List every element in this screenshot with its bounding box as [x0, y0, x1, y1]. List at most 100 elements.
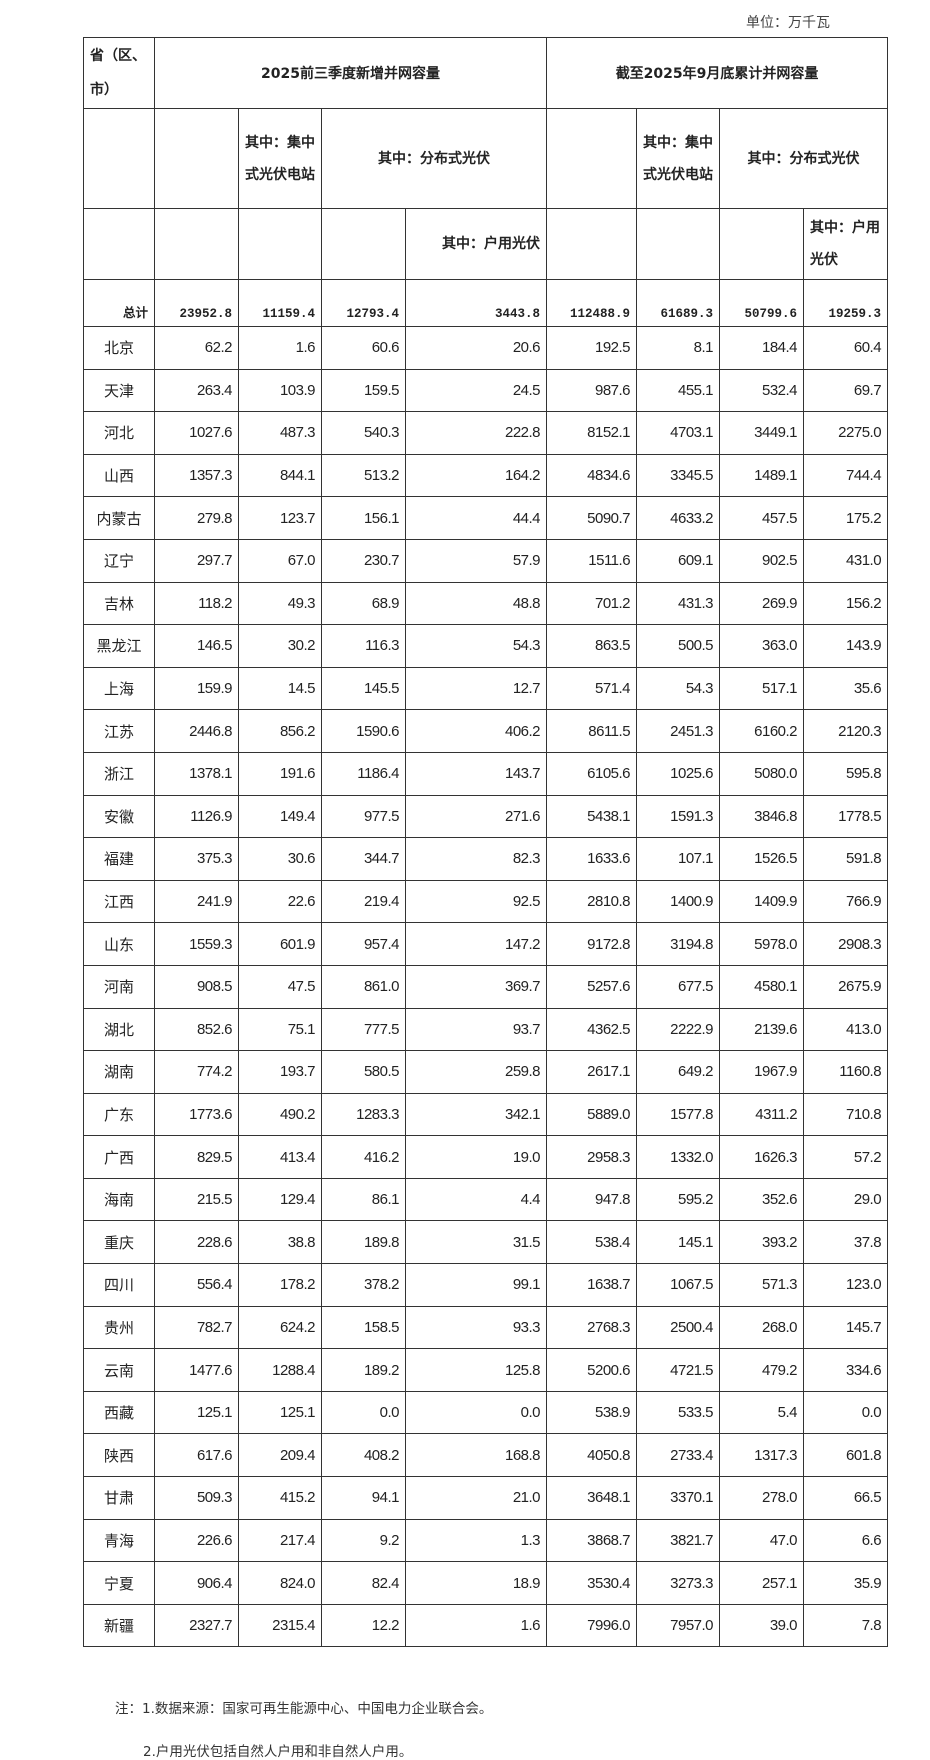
empty-cell — [546, 108, 638, 209]
capacity-value: 38.8 — [238, 1220, 322, 1265]
header-household-new: 其中：户用光伏 — [404, 208, 548, 280]
capacity-value: 538.4 — [546, 1220, 638, 1265]
table-row: 青海 226.6 217.4 9.2 1.3 3868.7 3821.7 47.0 6.6 — [83, 1518, 889, 1563]
capacity-value: 517.1 — [719, 666, 805, 711]
capacity-value: 145.7 — [803, 1305, 889, 1350]
capacity-value: 93.7 — [404, 1007, 548, 1052]
capacity-value: 455.1 — [636, 368, 721, 413]
capacity-value: 3194.8 — [636, 922, 721, 966]
capacity-value: 415.2 — [238, 1476, 322, 1520]
capacity-value: 94.1 — [321, 1476, 406, 1520]
capacity-value: 342.1 — [404, 1092, 548, 1137]
capacity-value: 5978.0 — [719, 922, 805, 966]
capacity-value: 107.1 — [636, 837, 721, 881]
capacity-value: 829.5 — [154, 1135, 239, 1179]
capacity-value: 5438.1 — [546, 794, 638, 839]
capacity-value: 744.4 — [803, 453, 889, 498]
header-cumulative-capacity: 截至2025年9月底累计并网容量 — [546, 37, 889, 109]
capacity-value: 431.0 — [803, 538, 889, 583]
capacity-value: 533.5 — [636, 1390, 721, 1435]
capacity-value: 1067.5 — [636, 1263, 721, 1307]
province-name: 陕西 — [83, 1433, 155, 1478]
capacity-value: 844.1 — [238, 453, 322, 498]
table-row: 河南 908.5 47.5 861.0 369.7 5257.6 677.5 4580.1 26… — [83, 964, 889, 1009]
table-row: 湖南 774.2 193.7 580.5 259.8 2617.1 649.2 1967.9 1… — [83, 1050, 889, 1094]
capacity-value: 279.8 — [154, 496, 239, 540]
capacity-value: 57.9 — [404, 538, 548, 583]
empty-cell — [321, 208, 406, 280]
capacity-value: 1400.9 — [636, 879, 721, 924]
capacity-value: 5.4 — [719, 1390, 805, 1435]
province-name: 湖北 — [83, 1007, 155, 1052]
capacity-value: 143.9 — [803, 624, 889, 668]
capacity-value: 175.2 — [803, 496, 889, 540]
capacity-value: 259.8 — [404, 1050, 548, 1094]
capacity-value: 93.3 — [404, 1305, 548, 1350]
capacity-value: 2908.3 — [803, 922, 889, 966]
capacity-value: 209.4 — [238, 1433, 322, 1478]
table-row: 吉林 118.2 49.3 68.9 48.8 701.2 431.3 269.9 156.2 — [83, 581, 889, 626]
capacity-value: 6160.2 — [719, 709, 805, 753]
capacity-value: 7957.0 — [636, 1603, 721, 1648]
capacity-value: 263.4 — [154, 368, 239, 413]
capacity-value: 532.4 — [719, 368, 805, 413]
capacity-value: 2222.9 — [636, 1007, 721, 1052]
province-name: 河南 — [83, 964, 155, 1009]
capacity-value: 1288.4 — [238, 1348, 322, 1392]
capacity-value: 82.4 — [321, 1561, 406, 1605]
capacity-value: 378.2 — [321, 1263, 406, 1307]
capacity-value: 29.0 — [803, 1177, 889, 1222]
capacity-value: 591.8 — [803, 837, 889, 881]
capacity-value: 1317.3 — [719, 1433, 805, 1478]
capacity-value: 14.5 — [238, 666, 322, 711]
capacity-value: 159.5 — [321, 368, 406, 413]
province-name: 上海 — [83, 666, 155, 711]
capacity-value: 271.6 — [404, 794, 548, 839]
capacity-value: 513.2 — [321, 453, 406, 498]
capacity-value: 21.0 — [404, 1476, 548, 1520]
capacity-value: 49.3 — [238, 581, 322, 626]
capacity-value: 3846.8 — [719, 794, 805, 839]
province-name: 西藏 — [83, 1390, 155, 1435]
total-value: 23952.8 — [154, 279, 239, 327]
empty-cell — [636, 208, 721, 280]
capacity-value: 156.1 — [321, 496, 406, 540]
capacity-value: 431.3 — [636, 581, 721, 626]
capacity-value: 4721.5 — [636, 1348, 721, 1392]
capacity-value: 413.4 — [238, 1135, 322, 1179]
total-value: 61689.3 — [636, 279, 721, 327]
capacity-value: 5080.0 — [719, 751, 805, 796]
total-value: 12793.4 — [321, 279, 406, 327]
capacity-value: 184.4 — [719, 326, 805, 370]
capacity-value: 500.5 — [636, 624, 721, 668]
total-label: 总计 — [83, 279, 155, 327]
capacity-value: 125.1 — [154, 1390, 239, 1435]
province-name: 宁夏 — [83, 1561, 155, 1605]
capacity-value: 490.2 — [238, 1092, 322, 1137]
capacity-value: 408.2 — [321, 1433, 406, 1478]
capacity-value: 47.0 — [719, 1518, 805, 1563]
province-name: 辽宁 — [83, 538, 155, 583]
capacity-value: 457.5 — [719, 496, 805, 540]
capacity-value: 1.6 — [404, 1603, 548, 1648]
capacity-value: 18.9 — [404, 1561, 548, 1605]
capacity-value: 3449.1 — [719, 411, 805, 455]
capacity-value: 3530.4 — [546, 1561, 638, 1605]
province-name: 四川 — [83, 1263, 155, 1307]
capacity-value: 2675.9 — [803, 964, 889, 1009]
province-name: 贵州 — [83, 1305, 155, 1350]
table-row: 山东 1559.3 601.9 957.4 147.2 9172.8 3194.8 5978.… — [83, 922, 889, 966]
table-row: 江苏 2446.8 856.2 1590.6 406.2 8611.5 2451.3 6160… — [83, 709, 889, 753]
capacity-value: 156.2 — [803, 581, 889, 626]
capacity-value: 538.9 — [546, 1390, 638, 1435]
capacity-value: 268.0 — [719, 1305, 805, 1350]
capacity-value: 1638.7 — [546, 1263, 638, 1307]
capacity-value: 334.6 — [803, 1348, 889, 1392]
capacity-value: 2451.3 — [636, 709, 721, 753]
capacity-value: 947.8 — [546, 1177, 638, 1222]
province-name: 湖南 — [83, 1050, 155, 1094]
header-distributed-cumulative: 其中：分布式光伏 — [719, 108, 889, 209]
capacity-value: 710.8 — [803, 1092, 889, 1137]
capacity-value: 2275.0 — [803, 411, 889, 455]
capacity-value: 30.6 — [238, 837, 322, 881]
